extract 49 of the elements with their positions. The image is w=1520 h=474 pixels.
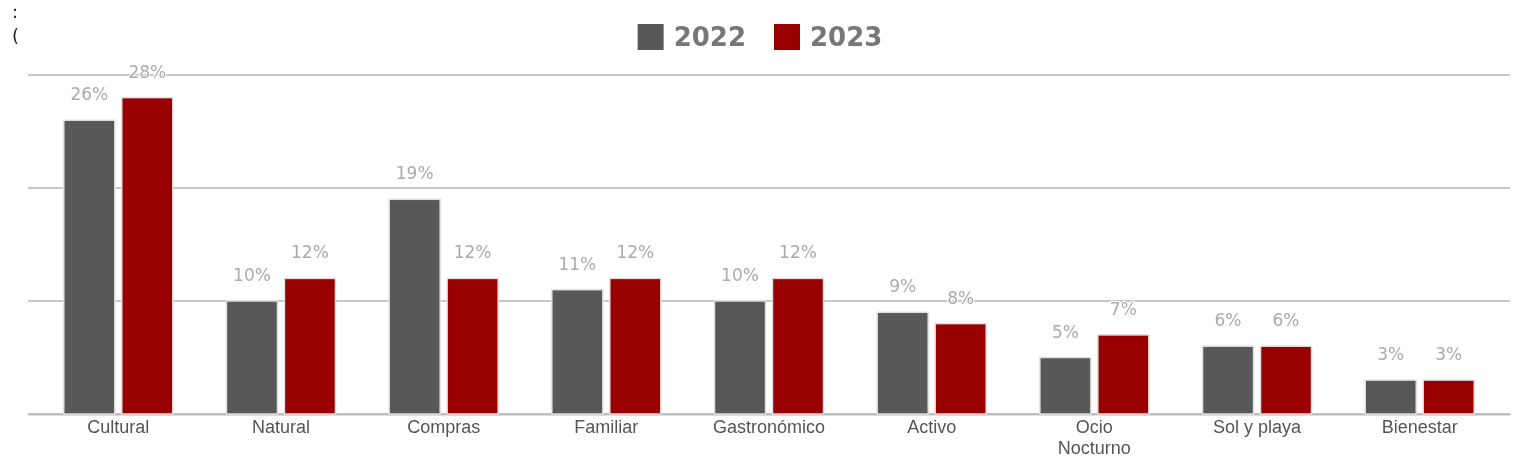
- data-label: 9%: [889, 276, 917, 297]
- bar: [225, 300, 279, 415]
- data-label: 12%: [779, 242, 817, 263]
- data-label: 5%: [1051, 321, 1079, 342]
- data-label: 3%: [1377, 344, 1405, 365]
- bar: [609, 277, 662, 415]
- data-label: 7%: [1109, 298, 1137, 319]
- x-tick-label: Gastronómico: [712, 417, 826, 438]
- bar: [1422, 379, 1475, 415]
- data-label: 12%: [453, 242, 492, 263]
- bar: [63, 119, 116, 415]
- bar: [713, 300, 767, 415]
- text: :: [12, 1, 19, 22]
- bar: [446, 277, 499, 415]
- data-label: 28%: [128, 61, 167, 82]
- data-label: 19%: [395, 163, 434, 184]
- data-label: 3%: [1435, 344, 1463, 365]
- data-label: 26%: [70, 84, 109, 105]
- x-tick-label: Activo: [907, 417, 957, 438]
- x-tick-label: Cultural: [87, 417, 150, 438]
- data-label: 11%: [558, 253, 597, 274]
- bar: [934, 322, 987, 415]
- legend-label: 2022: [673, 22, 746, 52]
- data-label: 12%: [616, 242, 655, 263]
- data-label: 12%: [291, 242, 329, 263]
- bar: [876, 311, 929, 415]
- bar: [1039, 356, 1092, 415]
- bar: [121, 96, 174, 415]
- data-label: 6%: [1214, 310, 1242, 331]
- x-tick-label: Compras: [407, 417, 481, 438]
- x-tick-label: Ocio Nocturno: [1057, 417, 1131, 458]
- bar: [388, 198, 441, 415]
- data-label: 6%: [1272, 310, 1300, 331]
- bar: [1201, 345, 1255, 415]
- bar: [1259, 345, 1313, 415]
- bar: [283, 277, 337, 415]
- data-label: 8%: [947, 287, 975, 308]
- bar: [771, 277, 825, 415]
- x-tick-label: Sol y playa: [1213, 417, 1303, 438]
- bar: [551, 288, 604, 415]
- text: (: [12, 25, 20, 46]
- data-label: 10%: [721, 265, 759, 285]
- x-tick-label: Familiar: [574, 417, 639, 438]
- x-tick-label: Bienestar: [1381, 417, 1458, 438]
- bar: [1097, 334, 1150, 415]
- bar: [1364, 379, 1417, 415]
- data-label: 10%: [233, 265, 271, 285]
- legend-label: 2023: [810, 22, 883, 52]
- x-tick-label: Natural: [251, 417, 310, 438]
